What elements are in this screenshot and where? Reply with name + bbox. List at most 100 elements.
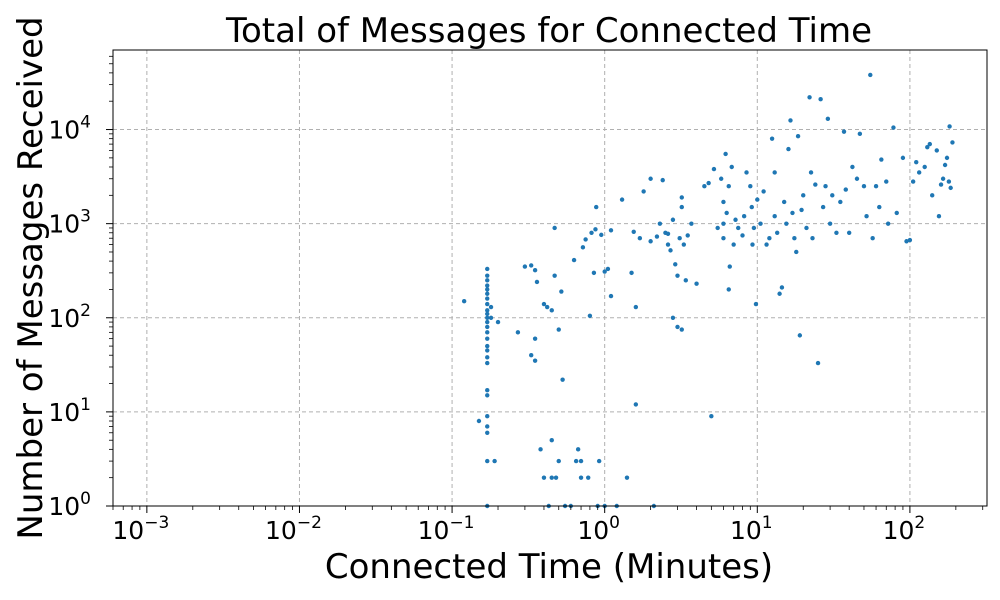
x-tick-base: 10 [730, 516, 762, 545]
data-point [827, 221, 833, 226]
data-point [578, 458, 584, 464]
data-point [936, 214, 942, 219]
data-point [813, 182, 818, 187]
data-point [823, 184, 828, 189]
data-point [608, 228, 614, 233]
x-tick-base: 10 [418, 516, 450, 545]
x-tick-exponent: −1 [449, 513, 474, 533]
data-point [529, 263, 534, 268]
data-point [799, 207, 804, 213]
y-tick-exponent: 4 [80, 113, 91, 133]
data-point [910, 179, 916, 184]
data-point [838, 199, 843, 205]
data-point [801, 193, 806, 198]
data-point [605, 266, 611, 272]
data-point [571, 257, 577, 263]
data-point [485, 336, 490, 341]
data-point [587, 313, 593, 318]
data-point [679, 204, 684, 210]
x-tick-exponent: −3 [144, 513, 169, 533]
data-point [774, 230, 780, 235]
data-point [648, 176, 653, 181]
data-point [485, 330, 490, 335]
data-point [522, 264, 528, 269]
data-point [864, 214, 869, 219]
data-point [846, 230, 852, 235]
x-tick-base: 10 [265, 516, 297, 545]
data-point [786, 146, 791, 152]
data-point [861, 184, 867, 189]
data-point [879, 157, 884, 162]
data-point [749, 204, 754, 210]
y-tick-base: 10 [48, 116, 80, 145]
data-point [891, 125, 896, 130]
data-point [748, 184, 753, 189]
data-point [485, 324, 490, 330]
x-tick-label: 10−2 [265, 513, 322, 545]
data-point [904, 239, 909, 244]
x-tick-label: 102 [883, 513, 926, 545]
data-point [948, 185, 953, 191]
data-point [532, 336, 538, 341]
data-point [784, 221, 789, 226]
data-point [544, 304, 550, 310]
data-point [485, 343, 490, 349]
data-point [485, 308, 490, 313]
data-point [946, 179, 952, 184]
data-point [772, 170, 777, 175]
data-point [804, 225, 809, 231]
data-point [755, 197, 760, 202]
x-tick-label: 10−1 [418, 513, 475, 545]
data-point [927, 141, 932, 147]
data-point [868, 72, 873, 78]
data-point [485, 393, 490, 398]
data-point [665, 231, 671, 237]
data-point [552, 273, 557, 278]
data-point [538, 447, 543, 452]
data-point [925, 144, 930, 150]
data-point [726, 287, 731, 292]
data-point [900, 155, 906, 161]
y-tick-base: 10 [48, 210, 80, 239]
y-tick-base: 10 [48, 492, 80, 521]
data-point [677, 236, 682, 241]
data-point [721, 221, 726, 226]
data-point [916, 170, 922, 175]
data-point [795, 133, 801, 139]
data-point [541, 475, 547, 480]
data-point [850, 164, 855, 170]
data-point [810, 236, 815, 241]
data-point [515, 330, 521, 335]
data-point [930, 193, 935, 198]
data-point [702, 184, 707, 189]
grid-lines [113, 50, 987, 506]
data-point [485, 266, 490, 272]
data-point [769, 136, 775, 141]
data-point [721, 199, 726, 205]
data-point [884, 179, 889, 184]
x-tick-label: 101 [730, 513, 773, 545]
data-point [689, 221, 694, 226]
data-point [492, 458, 497, 464]
x-axis-label: Connected Time (Minutes) [325, 547, 773, 587]
x-tick-exponent: 2 [914, 513, 925, 533]
data-point [711, 166, 717, 172]
x-tick-exponent: −2 [297, 513, 322, 533]
data-point [718, 176, 724, 181]
data-point [679, 327, 684, 332]
data-point [485, 296, 490, 301]
data-point [593, 227, 598, 232]
data-point [944, 155, 950, 161]
data-point [834, 230, 839, 235]
data-point [608, 293, 614, 299]
data-point [529, 353, 534, 358]
data-point [641, 189, 646, 194]
data-point [764, 242, 769, 247]
data-point [485, 278, 490, 283]
data-point [726, 184, 731, 189]
y-axis-label: Number of Messages Received [11, 16, 51, 539]
y-tick-exponent: 3 [80, 207, 91, 227]
data-point [629, 270, 634, 276]
data-point [485, 283, 490, 288]
